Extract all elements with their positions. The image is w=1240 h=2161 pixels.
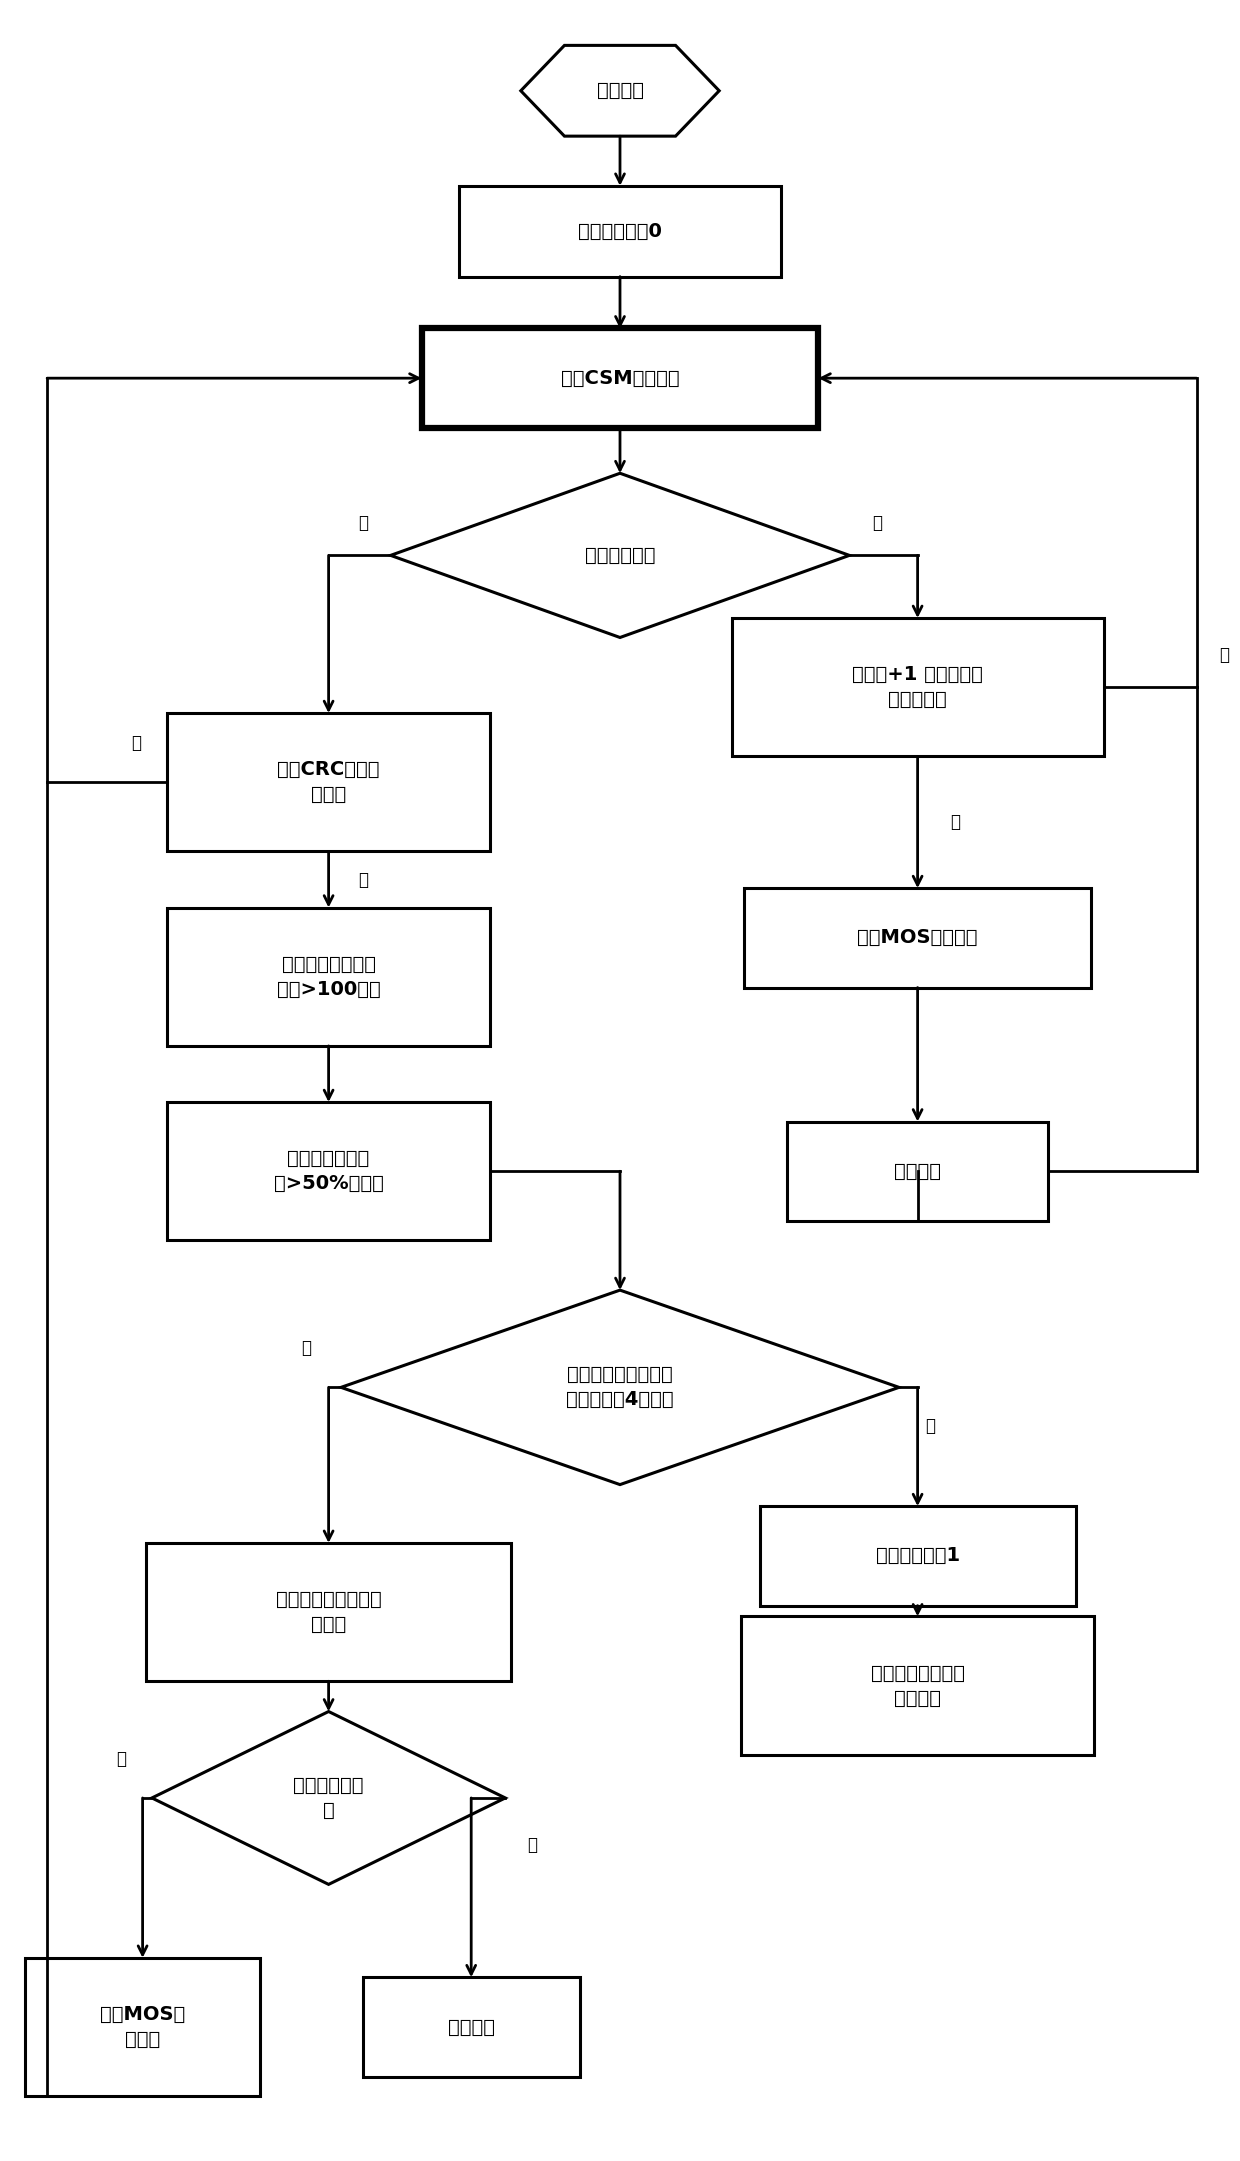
- Bar: [787, 1122, 1048, 1221]
- Text: 清除幅值值变化率的
次数值: 清除幅值值变化率的 次数值: [275, 1590, 382, 1634]
- Text: 否: 否: [1219, 646, 1229, 663]
- Bar: [732, 618, 1104, 756]
- Bar: [167, 713, 490, 851]
- Text: 是: 是: [925, 1418, 935, 1435]
- Bar: [422, 328, 818, 428]
- Text: 如果两个条件得到的
数目都是在4次以上: 如果两个条件得到的 数目都是在4次以上: [567, 1366, 673, 1409]
- Text: 干扰状态位清0: 干扰状态位清0: [578, 223, 662, 240]
- Text: 数据是否为空: 数据是否为空: [585, 547, 655, 564]
- Bar: [167, 1102, 490, 1240]
- Bar: [742, 1616, 1095, 1755]
- Text: 清除次数: 清除次数: [894, 1163, 941, 1180]
- Text: 否: 否: [301, 1340, 311, 1357]
- Text: 控制MOS断电两秒: 控制MOS断电两秒: [857, 929, 978, 947]
- Bar: [459, 186, 781, 277]
- Bar: [362, 1977, 580, 2077]
- Text: 读取CSM模块数据: 读取CSM模块数据: [560, 370, 680, 387]
- Text: 是: 是: [527, 1837, 538, 1854]
- Bar: [25, 1958, 260, 2096]
- Text: 提示麻醉深度指数
可信度低: 提示麻醉深度指数 可信度低: [870, 1664, 965, 1707]
- Text: 计算脑电数据最大
幅值>100个数: 计算脑电数据最大 幅值>100个数: [277, 955, 381, 998]
- Bar: [146, 1543, 511, 1681]
- Text: 否: 否: [358, 514, 368, 532]
- Text: 系统上电: 系统上电: [596, 82, 644, 99]
- Text: 否: 否: [131, 735, 141, 752]
- Text: 是: 是: [872, 514, 882, 532]
- Text: 否: 否: [115, 1750, 126, 1768]
- Bar: [759, 1506, 1076, 1606]
- Text: 计数器+1 同时判断是
否超过三次: 计数器+1 同时判断是 否超过三次: [852, 666, 983, 709]
- Text: 计算幅值的变化
率>50%的个数: 计算幅值的变化 率>50%的个数: [274, 1150, 383, 1193]
- Text: 控制MOS断
电两秒: 控制MOS断 电两秒: [100, 2005, 185, 2049]
- Text: 干扰状态位置1: 干扰状态位置1: [875, 1547, 960, 1565]
- Text: 干扰状态位是
否: 干扰状态位是 否: [294, 1776, 363, 1820]
- Text: 正常显示: 正常显示: [448, 2018, 495, 2036]
- Text: 是: 是: [950, 813, 960, 832]
- Text: 是: 是: [358, 871, 368, 888]
- Text: 数据CRC校验是
否正常: 数据CRC校验是 否正常: [278, 761, 379, 804]
- Bar: [744, 888, 1091, 988]
- Bar: [167, 908, 490, 1046]
